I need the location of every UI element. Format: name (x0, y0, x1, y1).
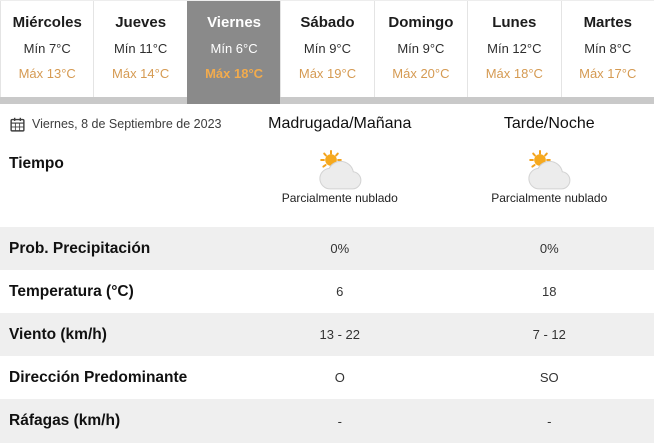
day-max-temp: Máx 14°C (112, 66, 170, 81)
selected-date: Viernes, 8 de Septiembre de 2023 (0, 116, 235, 133)
value-madrugada: 0% (330, 241, 350, 256)
day-max-temp: Máx 19°C (298, 66, 357, 81)
table-row-direccion: Dirección Predominante O SO (0, 356, 654, 399)
day-tab-sabado[interactable]: Sábado Mín 9°C Máx 19°C (280, 1, 374, 97)
day-tab-miercoles[interactable]: Miércoles Mín 7°C Máx 13°C (0, 1, 94, 97)
day-tab-lunes[interactable]: Lunes Mín 12°C Máx 18°C (467, 1, 561, 97)
week-day-tabs: Miércoles Mín 7°C Máx 13°C Jueves Mín 11… (0, 0, 654, 104)
partly-cloudy-icon (445, 150, 654, 190)
column-header-madrugada-manana: Madrugada/Mañana (268, 115, 412, 132)
value-tarde: 18 (542, 284, 557, 299)
day-min-temp: Mín 11°C (113, 41, 168, 56)
value-tarde: SO (539, 370, 559, 385)
calendar-icon (9, 116, 26, 133)
value-madrugada: 13 - 22 (319, 327, 360, 342)
condition-label: Parcialmente nublado (491, 191, 608, 205)
value-tarde: - (547, 413, 552, 429)
day-name: Domingo (388, 14, 454, 31)
day-name: Sábado (300, 14, 355, 31)
day-max-temp: Máx 17°C (579, 66, 637, 81)
day-name: Jueves (115, 14, 167, 31)
row-label: Prob. Precipitación (9, 239, 151, 257)
day-max-temp: Máx 20°C (392, 66, 450, 81)
day-min-temp: Mín 6°C (210, 41, 258, 56)
weather-cell-madrugada: Parcialmente nublado (235, 145, 445, 227)
weather-cell-tarde: Parcialmente nublado (445, 145, 654, 227)
day-name: Viernes (207, 14, 262, 31)
date-label: Viernes, 8 de Septiembre de 2023 (32, 117, 222, 131)
row-label: Dirección Predominante (9, 368, 188, 386)
table-row-viento: Viento (km/h) 13 - 22 7 - 12 (0, 313, 654, 356)
value-madrugada: O (334, 370, 345, 385)
day-tab-jueves[interactable]: Jueves Mín 11°C Máx 14°C (93, 1, 187, 97)
weather-condition-row: Tiempo Par (0, 145, 654, 227)
table-row-temperatura: Temperatura (°C) 6 18 (0, 270, 654, 313)
detail-header-row: Viernes, 8 de Septiembre de 2023 Madruga… (0, 103, 654, 145)
value-madrugada: 6 (336, 284, 344, 299)
day-name: Lunes (492, 14, 537, 31)
day-tab-martes[interactable]: Martes Mín 8°C Máx 17°C (560, 1, 654, 97)
row-label: Temperatura (°C) (9, 282, 134, 300)
day-min-temp: Mín 7°C (23, 41, 71, 56)
day-name: Miércoles (12, 14, 82, 31)
column-header-tarde-noche: Tarde/Noche (503, 115, 595, 132)
value-tarde: 7 - 12 (532, 327, 566, 342)
value-tarde: 0% (539, 241, 559, 256)
day-max-temp: Máx 18°C (485, 66, 543, 81)
partly-cloudy-icon (235, 150, 445, 190)
table-row-precipitacion: Prob. Precipitación 0% 0% (0, 227, 654, 270)
day-tab-domingo[interactable]: Domingo Mín 9°C Máx 20°C (373, 1, 468, 97)
day-min-temp: Mín 12°C (487, 41, 542, 56)
row-label: Ráfagas (km/h) (9, 412, 121, 429)
day-name: Martes (583, 14, 632, 31)
day-max-temp: Máx 13°C (18, 66, 76, 81)
row-label-tiempo: Tiempo (9, 155, 64, 172)
row-label: Viento (km/h) (9, 325, 107, 343)
tabs-underline (0, 97, 654, 104)
day-max-temp: Máx 18°C (205, 66, 264, 81)
day-min-temp: Mín 9°C (303, 41, 352, 56)
day-min-temp: Mín 8°C (584, 41, 632, 56)
day-tab-viernes-selected[interactable]: Viernes Mín 6°C Máx 18°C (186, 1, 281, 104)
table-row-rafagas: Ráfagas (km/h) - - (0, 399, 654, 443)
value-madrugada: - (337, 413, 342, 429)
condition-label: Parcialmente nublado (281, 191, 398, 205)
day-min-temp: Mín 9°C (397, 41, 445, 56)
